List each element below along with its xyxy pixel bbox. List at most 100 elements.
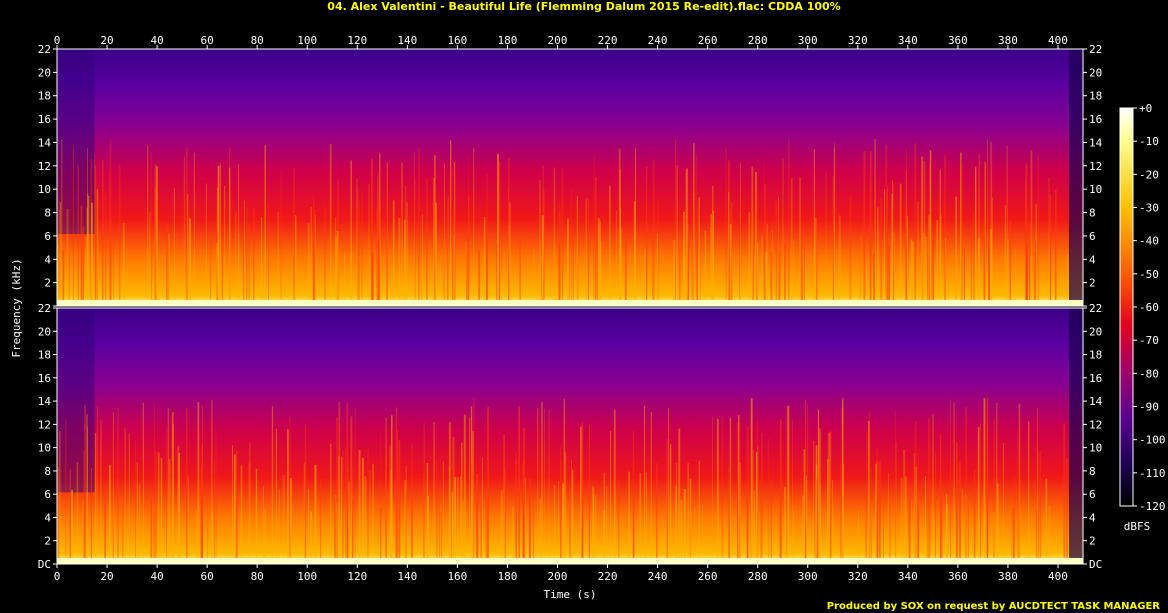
x-tick-label-bottom: 340: [898, 570, 918, 583]
y-tick-label-left: 2: [44, 277, 51, 290]
x-tick-label-top: 160: [447, 34, 467, 47]
colorbar-tick-label: -60: [1139, 301, 1159, 314]
x-tick-label-bottom: 220: [598, 570, 618, 583]
x-tick-label-top: 140: [397, 34, 417, 47]
x-tick-label-bottom: 140: [397, 570, 417, 583]
colorbar-tick-label: -40: [1139, 235, 1159, 248]
x-tick-label-top: 360: [948, 34, 968, 47]
y-tick-label-right: 10: [1089, 183, 1102, 196]
x-tick-label-bottom: 20: [100, 570, 113, 583]
y-tick-label-left: 4: [44, 253, 51, 266]
y-tick-label-right: 12: [1089, 160, 1102, 173]
y-tick-label-left: 8: [44, 207, 51, 220]
x-tick-label-top: 340: [898, 34, 918, 47]
y-tick-label-left: 8: [44, 465, 51, 478]
x-tick-label-bottom: 380: [998, 570, 1018, 583]
channel-2-spectrogram: [56, 307, 1084, 565]
x-axis-label: Time (s): [544, 588, 597, 601]
y-tick-label-right: 14: [1089, 395, 1103, 408]
colorbar-tick-label: -90: [1139, 401, 1159, 414]
footer-credit: Produced by SOX on request by AUCDTECT T…: [826, 601, 1160, 612]
y-tick-label-right: 10: [1089, 442, 1102, 455]
x-tick-label-bottom: 180: [498, 570, 518, 583]
y-tick-label-left: 12: [38, 160, 51, 173]
y-tick-label-left: 20: [38, 66, 51, 79]
chart-title: 04. Alex Valentini - Beautiful Life (Fle…: [327, 0, 841, 13]
x-tick-label-bottom: 200: [548, 570, 568, 583]
x-tick-label-bottom: 300: [798, 570, 818, 583]
x-tick-label-bottom: 40: [150, 570, 163, 583]
y-tick-label-left: 22: [38, 43, 51, 56]
x-tick-label-top: 0: [54, 34, 61, 47]
x-tick-label-bottom: 280: [748, 570, 768, 583]
colorbar-tick-label: -10: [1139, 135, 1159, 148]
x-tick-label-bottom: 120: [347, 570, 367, 583]
colorbar-tick-label: -70: [1139, 334, 1159, 347]
x-tick-label-bottom: 160: [447, 570, 467, 583]
colorbar-tick-label: -100: [1139, 434, 1166, 447]
y-tick-label-right: 22: [1089, 43, 1102, 56]
y-tick-label-right: 16: [1089, 113, 1102, 126]
y-axis-label: Frequency (kHz): [10, 258, 23, 357]
y-tick-label-left: 6: [44, 488, 51, 501]
y-tick-label-left: 4: [44, 511, 51, 524]
x-tick-label-bottom: 320: [848, 570, 868, 583]
x-tick-label-bottom: 80: [251, 570, 264, 583]
x-tick-label-top: 240: [648, 34, 668, 47]
y-tick-label-left: 6: [44, 230, 51, 243]
x-tick-label-top: 260: [698, 34, 718, 47]
y-tick-label-left: 18: [38, 90, 51, 103]
y-tick-label-left: 18: [38, 349, 51, 362]
y-tick-label-right: DC: [1089, 558, 1102, 571]
colorbar-tick-label: -110: [1139, 467, 1166, 480]
y-tick-label-left: 14: [38, 136, 52, 149]
y-tick-label-right: 2: [1089, 277, 1096, 290]
x-tick-label-top: 80: [251, 34, 264, 47]
colorbar-tick-label: -20: [1139, 168, 1159, 181]
x-tick-label-top: 300: [798, 34, 818, 47]
y-tick-label-right: 6: [1089, 488, 1096, 501]
y-tick-label-right: 18: [1089, 349, 1102, 362]
y-tick-label-right: 2: [1089, 535, 1096, 548]
x-tick-label-bottom: 60: [201, 570, 214, 583]
y-tick-label-left: 20: [38, 325, 51, 338]
y-tick-label-left: 12: [38, 418, 51, 431]
x-tick-label-top: 280: [748, 34, 768, 47]
x-tick-label-bottom: 260: [698, 570, 718, 583]
y-tick-label-left: 16: [38, 372, 51, 385]
y-tick-label-right: 8: [1089, 207, 1096, 220]
x-tick-label-top: 20: [100, 34, 113, 47]
colorbar-label: dBFS: [1124, 520, 1151, 533]
x-tick-label-bottom: 360: [948, 570, 968, 583]
colorbar: [1119, 107, 1134, 507]
y-tick-label-right: 16: [1089, 372, 1102, 385]
y-tick-label-right: 4: [1089, 253, 1096, 266]
colorbar-tick-label: +0: [1139, 102, 1152, 115]
colorbar-tick-label: -30: [1139, 202, 1159, 215]
y-tick-label-right: 6: [1089, 230, 1096, 243]
y-tick-label-left: 10: [38, 442, 51, 455]
x-tick-label-bottom: 0: [54, 570, 61, 583]
y-tick-label-right: 8: [1089, 465, 1096, 478]
x-tick-label-top: 320: [848, 34, 868, 47]
colorbar-tick-label: -120: [1139, 500, 1166, 513]
y-tick-label-left: 22: [38, 302, 51, 315]
colorbar-tick-label: -80: [1139, 367, 1159, 380]
x-tick-label-top: 380: [998, 34, 1018, 47]
channel-1-spectrogram: [56, 48, 1084, 307]
x-tick-label-bottom: 240: [648, 570, 668, 583]
x-tick-label-bottom: 100: [297, 570, 317, 583]
x-tick-label-top: 60: [201, 34, 214, 47]
y-tick-label-left: DC: [38, 558, 51, 571]
x-tick-label-top: 180: [498, 34, 518, 47]
x-tick-label-top: 220: [598, 34, 618, 47]
y-tick-label-right: 18: [1089, 90, 1102, 103]
y-tick-label-left: 14: [38, 395, 52, 408]
y-tick-label-left: 2: [44, 535, 51, 548]
y-tick-label-left: 16: [38, 113, 51, 126]
y-tick-label-right: 12: [1089, 418, 1102, 431]
y-tick-label-right: 20: [1089, 325, 1102, 338]
x-tick-label-top: 200: [548, 34, 568, 47]
y-tick-label-right: 20: [1089, 66, 1102, 79]
